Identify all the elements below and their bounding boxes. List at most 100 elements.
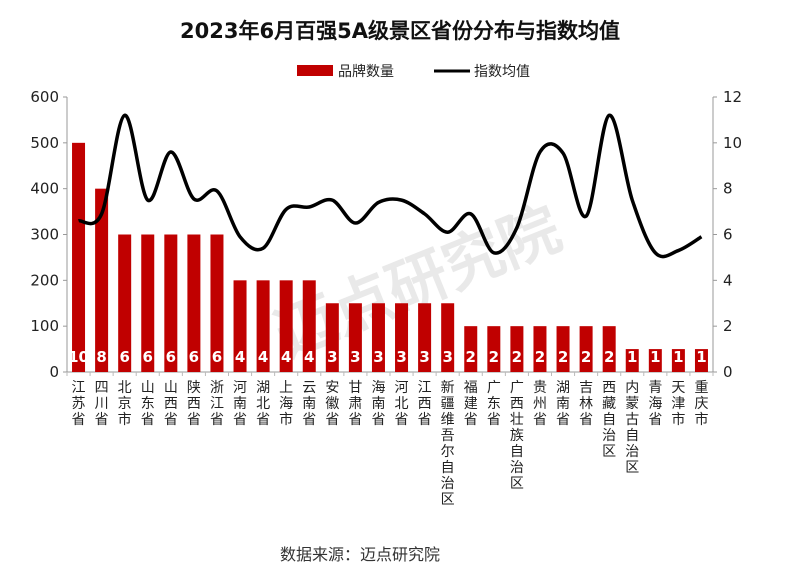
x-tick-char: 川 <box>95 396 109 412</box>
bar <box>371 303 385 372</box>
bar <box>510 326 524 372</box>
x-tick-char: 河 <box>395 380 409 396</box>
x-tick-char: 浙 <box>210 380 224 396</box>
x-tick-label: 福建省 <box>464 380 478 428</box>
x-tick-char: 省 <box>348 412 362 428</box>
bar <box>302 280 316 372</box>
x-tick-char: 藏 <box>602 396 616 412</box>
x-tick-char: 区 <box>510 476 524 492</box>
x-tick-label: 海南省 <box>371 380 385 428</box>
bar-data-label: 1 <box>696 348 706 366</box>
right-tick-label: 2 <box>723 317 733 335</box>
x-tick-label: 新疆维吾尔自治区 <box>441 380 455 508</box>
bar <box>648 349 662 372</box>
x-tick-char: 吉 <box>579 380 593 396</box>
bar <box>625 349 639 372</box>
x-tick-char: 自 <box>602 412 616 428</box>
x-tick-char: 西 <box>418 396 432 412</box>
x-tick-char: 西 <box>164 396 178 412</box>
x-tick-char: 天 <box>671 380 685 396</box>
x-tick-char: 贵 <box>533 380 547 396</box>
bar <box>533 326 547 372</box>
bar-data-label: 3 <box>396 348 406 366</box>
bar <box>348 303 362 372</box>
right-tick-label: 6 <box>723 226 733 244</box>
bar <box>233 280 247 372</box>
right-tick-label: 4 <box>723 271 733 289</box>
left-tick-label: 300 <box>30 226 59 244</box>
bar-data-label: 1 <box>627 348 637 366</box>
bar-data-label: 8 <box>96 348 106 366</box>
x-tick-char: 南 <box>556 396 570 412</box>
x-tick-char: 甘 <box>348 380 362 396</box>
bar-data-label: 2 <box>512 348 522 366</box>
x-tick-label: 西藏自治区 <box>602 380 616 460</box>
x-tick-char: 治 <box>441 476 455 492</box>
x-tick-label: 广东省 <box>487 380 501 428</box>
bar-data-label: 4 <box>235 348 245 366</box>
x-tick-char: 西 <box>187 396 201 412</box>
x-tick-char: 肃 <box>348 396 362 412</box>
bar-data-label: 2 <box>489 348 499 366</box>
x-tick-label: 北京市 <box>118 380 132 428</box>
bar <box>694 349 708 372</box>
bar-data-label: 2 <box>558 348 568 366</box>
x-tick-char: 江 <box>210 396 224 412</box>
x-tick-char: 自 <box>625 428 639 444</box>
x-tick-char: 疆 <box>441 396 455 412</box>
bar-data-label: 3 <box>373 348 383 366</box>
bar <box>556 326 570 372</box>
left-tick-label: 100 <box>30 317 59 335</box>
x-tick-label: 云南省 <box>302 380 316 428</box>
x-tick-char: 市 <box>118 411 132 428</box>
x-tick-char: 西 <box>510 396 524 412</box>
bar-data-label: 4 <box>304 348 314 366</box>
bar <box>441 303 455 372</box>
x-tick-char: 南 <box>233 396 247 412</box>
x-tick-label: 安徽省 <box>325 380 339 428</box>
bar <box>602 326 616 372</box>
x-tick-char: 省 <box>256 412 270 428</box>
left-tick-label: 0 <box>49 363 59 381</box>
bar-data-label: 2 <box>581 348 591 366</box>
x-tick-char: 市 <box>694 411 708 428</box>
x-tick-char: 维 <box>441 412 455 428</box>
bar <box>671 349 685 372</box>
x-tick-label: 陕西省 <box>187 380 201 428</box>
x-tick-char: 云 <box>302 380 316 396</box>
x-tick-char: 尔 <box>441 444 455 460</box>
x-tick-char: 吾 <box>441 428 455 444</box>
bar-data-label: 6 <box>212 348 222 366</box>
x-tick-char: 省 <box>487 412 501 428</box>
bar <box>118 234 132 372</box>
x-tick-char: 广 <box>487 380 501 396</box>
x-tick-label: 江苏省 <box>72 380 86 428</box>
x-tick-char: 陕 <box>187 380 201 396</box>
x-tick-char: 安 <box>325 380 339 396</box>
bar-data-label: 2 <box>535 348 545 366</box>
left-tick-label: 200 <box>30 271 59 289</box>
x-tick-char: 江 <box>418 380 432 396</box>
x-tick-label: 内蒙古自治区 <box>625 380 639 476</box>
x-tick-char: 自 <box>510 444 524 460</box>
x-tick-label: 吉林省 <box>579 380 593 428</box>
x-tick-label: 上海市 <box>279 380 293 428</box>
x-tick-char: 北 <box>395 396 409 412</box>
bar <box>72 142 86 372</box>
index-mean-line <box>78 113 703 259</box>
x-tick-char: 省 <box>302 412 316 428</box>
bar <box>141 234 155 372</box>
x-tick-char: 上 <box>279 380 293 396</box>
x-tick-char: 省 <box>648 412 662 428</box>
source-note: 数据来源：迈点研究院 <box>280 545 440 564</box>
bar <box>256 280 270 372</box>
x-tick-char: 建 <box>464 396 478 412</box>
bar-data-label: 2 <box>466 348 476 366</box>
x-tick-char: 庆 <box>694 396 708 412</box>
bar <box>395 303 409 372</box>
x-tick-char: 湖 <box>556 380 570 396</box>
bar-data-label: 3 <box>419 348 429 366</box>
x-tick-label: 江西省 <box>418 380 432 428</box>
x-tick-char: 北 <box>256 396 270 412</box>
x-tick-char: 区 <box>602 444 616 460</box>
